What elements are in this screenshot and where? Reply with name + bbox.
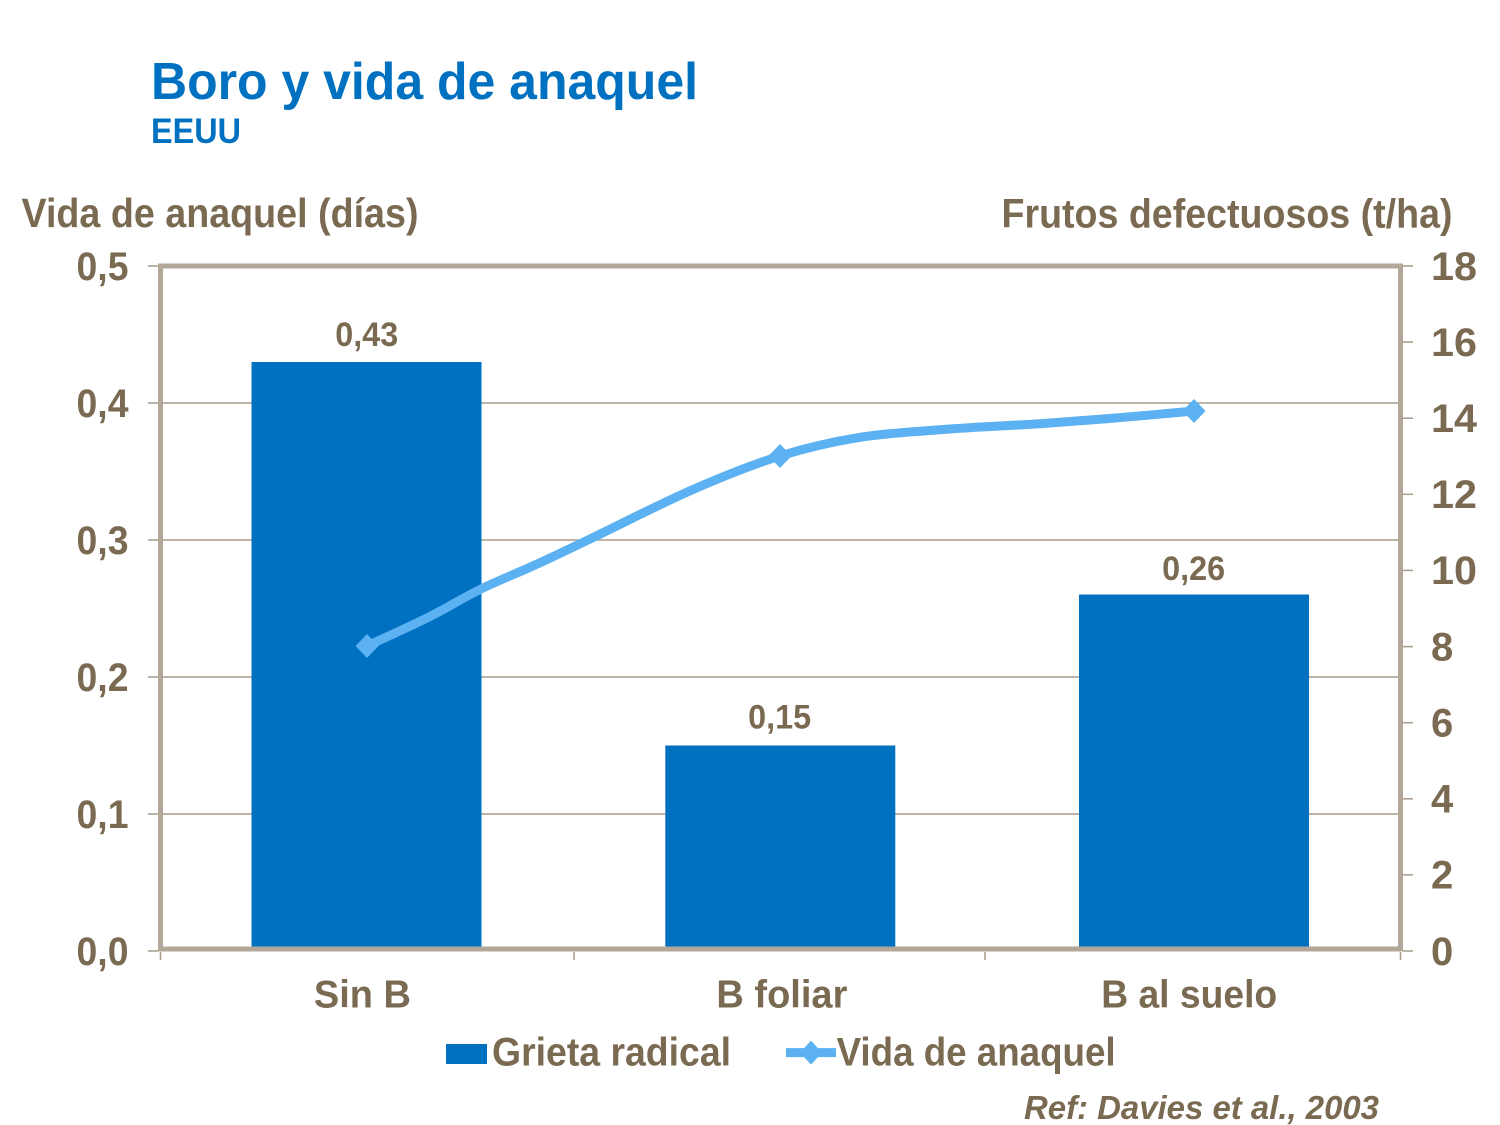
svg-text:14: 14 xyxy=(1431,397,1478,441)
svg-text:16: 16 xyxy=(1431,321,1477,365)
svg-text:Vida de anaquel: Vida de anaquel xyxy=(837,1031,1116,1075)
svg-text:0: 0 xyxy=(1431,930,1453,974)
svg-text:Vida de anaquel (días): Vida de anaquel (días) xyxy=(22,190,419,236)
svg-text:EEUU: EEUU xyxy=(151,112,241,151)
svg-text:B al suelo: B al suelo xyxy=(1101,974,1277,1017)
svg-text:6: 6 xyxy=(1431,702,1453,746)
svg-text:0,2: 0,2 xyxy=(77,656,129,700)
svg-text:0,0: 0,0 xyxy=(77,930,129,974)
svg-text:Ref: Davies et al., 2003: Ref: Davies et al., 2003 xyxy=(1024,1089,1379,1125)
svg-text:2: 2 xyxy=(1431,854,1453,898)
svg-text:0,4: 0,4 xyxy=(77,382,130,426)
svg-text:Grieta radical: Grieta radical xyxy=(492,1031,731,1075)
svg-text:8: 8 xyxy=(1431,625,1453,669)
svg-text:0,5: 0,5 xyxy=(77,245,129,289)
svg-text:10: 10 xyxy=(1431,549,1477,593)
svg-text:4: 4 xyxy=(1431,778,1454,822)
svg-text:Sin B: Sin B xyxy=(314,974,411,1017)
svg-text:0,3: 0,3 xyxy=(77,519,129,563)
svg-text:0,26: 0,26 xyxy=(1162,550,1225,588)
svg-text:Boro y vida de anaquel: Boro y vida de anaquel xyxy=(151,53,698,111)
svg-text:18: 18 xyxy=(1431,245,1477,289)
svg-text:0,43: 0,43 xyxy=(335,316,398,354)
svg-text:0,15: 0,15 xyxy=(748,699,811,737)
svg-text:0,1: 0,1 xyxy=(77,793,129,837)
svg-text:B foliar: B foliar xyxy=(716,974,847,1017)
svg-text:12: 12 xyxy=(1431,473,1477,517)
svg-text:Frutos defectuosos (t/ha): Frutos defectuosos (t/ha) xyxy=(1002,191,1453,237)
